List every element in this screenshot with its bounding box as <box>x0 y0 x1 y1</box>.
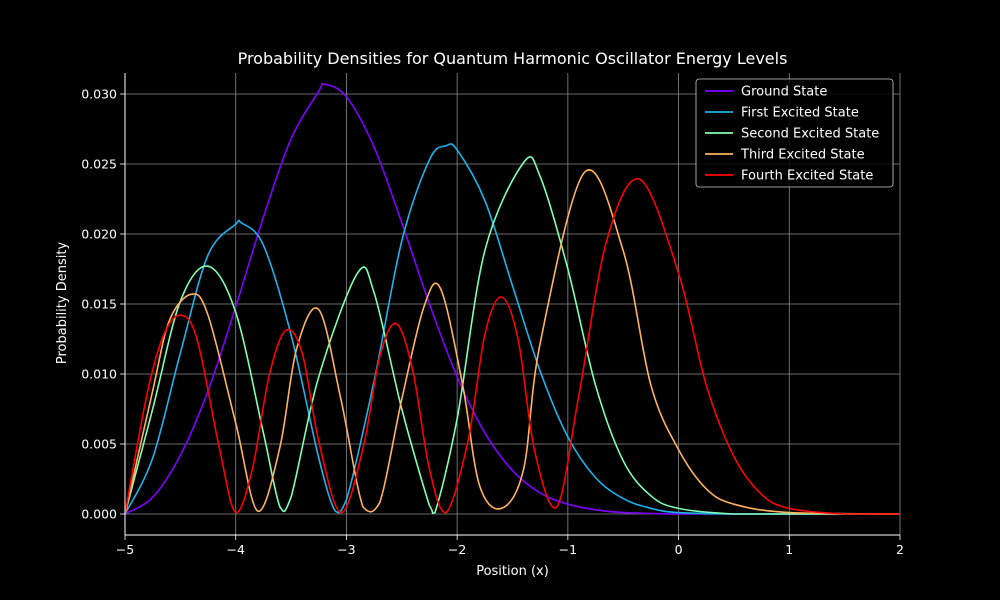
x-tick-label: −5 <box>116 542 134 557</box>
chart-title: Probability Densities for Quantum Harmon… <box>238 49 788 68</box>
legend-box <box>695 78 894 188</box>
x-tick-label: 1 <box>785 542 793 557</box>
y-tick-label: 0.025 <box>81 157 117 172</box>
x-tick-label: −3 <box>337 542 355 557</box>
legend-label: Second Excited State <box>741 127 879 142</box>
x-axis-label: Position (x) <box>476 564 549 579</box>
y-tick-label: 0.000 <box>81 507 117 522</box>
y-axis-label: Probability Density <box>55 242 70 365</box>
legend-label: Ground State <box>741 85 827 100</box>
series-line-first-excited-state <box>124 143 900 515</box>
x-tick-label: −4 <box>226 542 244 557</box>
y-tick-label: 0.020 <box>81 227 117 242</box>
x-tick-label: 2 <box>896 542 904 557</box>
series-line-fourth-excited-state <box>124 178 900 515</box>
x-tick-label: −1 <box>559 542 577 557</box>
y-tick-label: 0.005 <box>81 437 117 452</box>
series-line-second-excited-state <box>124 156 900 515</box>
y-axis: 0.000 0.005 0.010 0.015 0.020 0.025 0.030 <box>81 73 126 535</box>
x-axis: −5 −4 −3 −2 −1 0 1 2 <box>116 534 904 557</box>
y-tick-label: 0.010 <box>81 367 117 382</box>
legend-label: First Excited State <box>741 106 859 121</box>
legend-label: Fourth Excited State <box>741 169 873 184</box>
y-tick-label: 0.015 <box>81 297 117 312</box>
series-line-ground-state <box>124 82 900 515</box>
series-lines <box>124 82 901 515</box>
x-tick-label: 0 <box>675 542 683 557</box>
y-tick-label: 0.030 <box>81 87 117 102</box>
series-line-third-excited-state <box>124 169 901 515</box>
legend-label: Third Excited State <box>740 148 865 163</box>
x-tick-label: −2 <box>448 542 466 557</box>
legend: Ground State First Excited State Second Ex… <box>695 78 894 188</box>
